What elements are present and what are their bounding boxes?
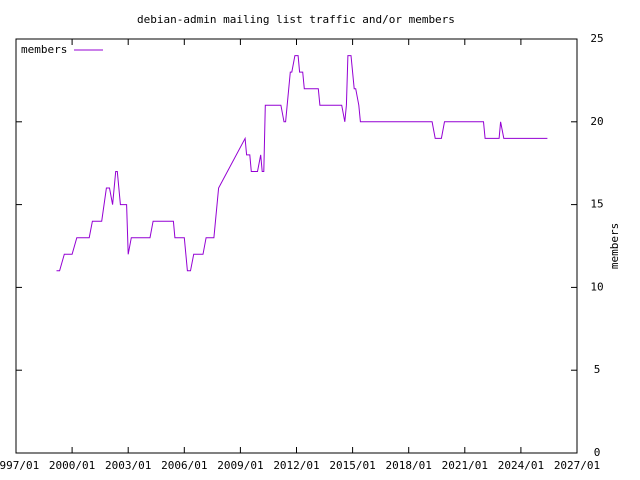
x-tick-label: 2021/01 (442, 459, 488, 472)
x-tick-label: 2027/01 (554, 459, 600, 472)
data-line (56, 55, 548, 272)
chart-title: debian-admin mailing list traffic and/or… (137, 13, 455, 26)
x-tick-label: 2000/01 (49, 459, 95, 472)
x-tick-label: 2015/01 (329, 459, 375, 472)
plot-frame (15, 38, 578, 454)
x-tick-label: 2018/01 (386, 459, 432, 472)
y-axis-label: members (608, 223, 621, 269)
x-tick-label: 2009/01 (217, 459, 263, 472)
x-tick-label: 2012/01 (273, 459, 319, 472)
x-tick-label: 2003/01 (105, 459, 151, 472)
y-tick-label: 15 (590, 198, 603, 211)
y-tick-label: 10 (590, 280, 603, 293)
x-tick-label: 2006/01 (161, 459, 207, 472)
y-tick-label: 0 (594, 446, 601, 459)
x-tick-label: 1997/01 (0, 459, 39, 472)
legend-label: members (21, 43, 67, 56)
x-tick-label: 2024/01 (498, 459, 544, 472)
y-tick-label: 25 (590, 32, 603, 45)
y-tick-label: 5 (594, 363, 601, 376)
y-tick-label: 20 (590, 115, 603, 128)
